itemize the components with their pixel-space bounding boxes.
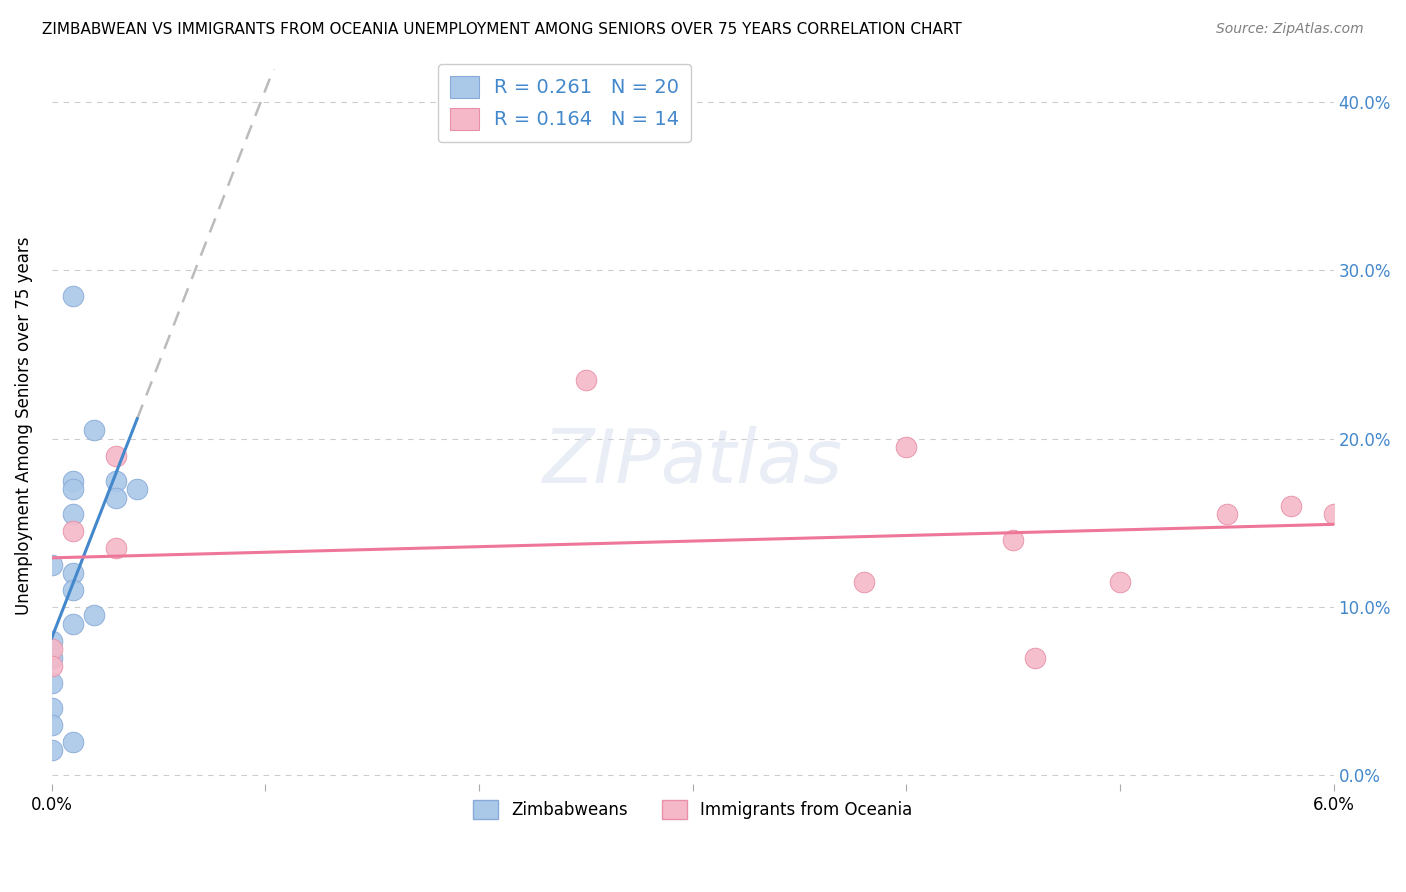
Point (1109, 574, 1132, 589)
Point (1216, 508, 1239, 522)
Point (896, 440, 918, 454)
Point (1323, 508, 1346, 522)
Point (104, 449, 127, 463)
Point (104, 491, 127, 505)
Point (1024, 650, 1046, 665)
Point (1279, 499, 1302, 513)
Point (83, 423, 105, 437)
Y-axis label: Unemployment Among Seniors over 75 years: Unemployment Among Seniors over 75 years (15, 237, 32, 615)
Point (41, 633, 63, 648)
Point (127, 482, 149, 496)
Point (41, 642, 63, 657)
Point (41, 558, 63, 572)
Point (62, 482, 84, 496)
Text: Source: ZipAtlas.com: Source: ZipAtlas.com (1216, 22, 1364, 37)
Point (852, 574, 875, 589)
Point (62, 524, 84, 539)
Point (41, 675, 63, 690)
Point (41, 659, 63, 673)
Point (62, 583, 84, 598)
Point (62, 566, 84, 581)
Point (41, 718, 63, 732)
Point (41, 701, 63, 715)
Legend: Zimbabweans, Immigrants from Oceania: Zimbabweans, Immigrants from Oceania (467, 793, 918, 825)
Text: ZIPatlas: ZIPatlas (543, 425, 842, 498)
Point (62, 616, 84, 631)
Point (62, 734, 84, 748)
Point (104, 541, 127, 556)
Point (41, 743, 63, 757)
Point (41, 650, 63, 665)
Point (575, 373, 598, 387)
Point (62, 289, 84, 303)
Point (1002, 533, 1025, 547)
Point (104, 474, 127, 488)
Point (62, 474, 84, 488)
Text: ZIMBABWEAN VS IMMIGRANTS FROM OCEANIA UNEMPLOYMENT AMONG SENIORS OVER 75 YEARS C: ZIMBABWEAN VS IMMIGRANTS FROM OCEANIA UN… (42, 22, 962, 37)
Point (83, 608, 105, 623)
Point (62, 508, 84, 522)
